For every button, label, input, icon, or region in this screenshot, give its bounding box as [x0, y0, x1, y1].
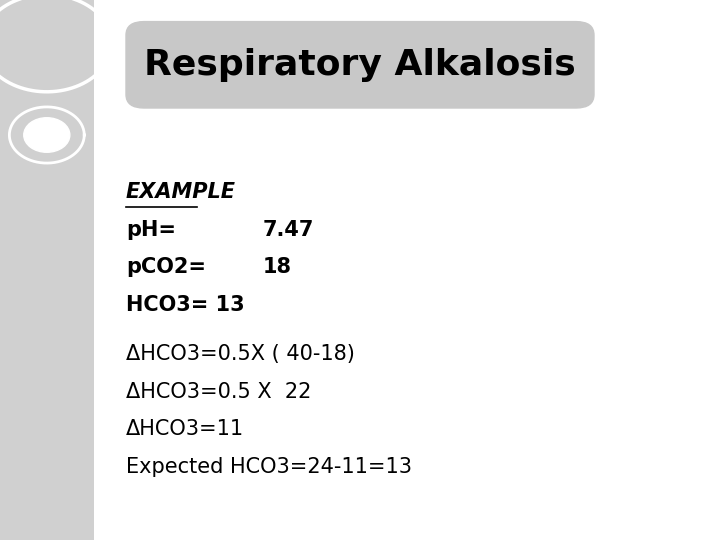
Text: Respiratory Alkalosis: Respiratory Alkalosis [144, 48, 576, 82]
Text: HCO3= 13: HCO3= 13 [126, 295, 245, 315]
Text: EXAMPLE: EXAMPLE [126, 181, 236, 202]
Text: pH=: pH= [126, 219, 176, 240]
Text: pCO2=: pCO2= [126, 257, 206, 278]
Text: 18: 18 [263, 257, 292, 278]
Text: ΔHCO3=0.5 X  22: ΔHCO3=0.5 X 22 [126, 381, 311, 402]
FancyBboxPatch shape [126, 22, 594, 108]
FancyBboxPatch shape [0, 0, 94, 540]
Text: Expected HCO3=24-11=13: Expected HCO3=24-11=13 [126, 457, 412, 477]
Text: 7.47: 7.47 [263, 219, 314, 240]
Circle shape [24, 118, 70, 152]
Text: ΔHCO3=0.5X ( 40-18): ΔHCO3=0.5X ( 40-18) [126, 343, 355, 364]
Text: ΔHCO3=11: ΔHCO3=11 [126, 419, 244, 440]
